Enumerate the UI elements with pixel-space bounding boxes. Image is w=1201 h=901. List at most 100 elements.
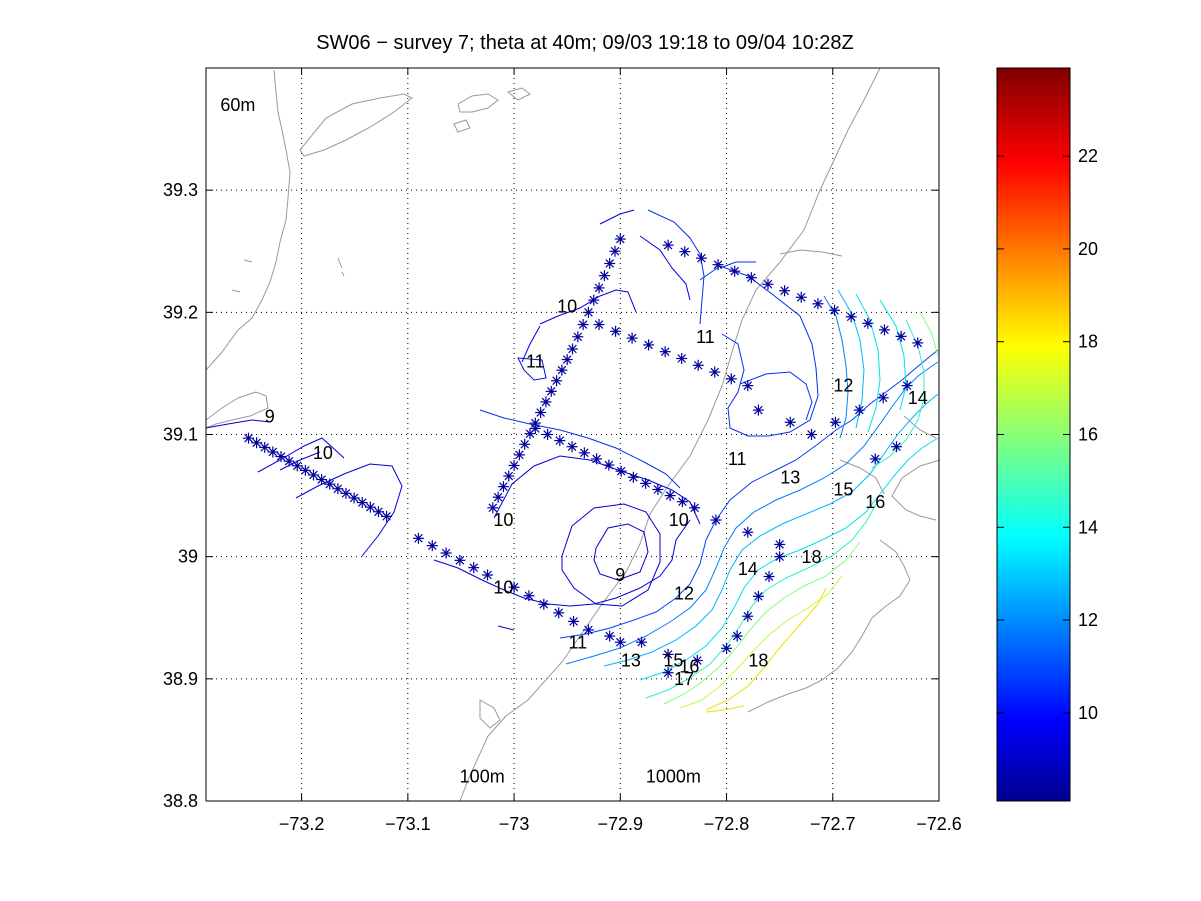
station-marker — [710, 514, 722, 526]
contour-11-north — [647, 209, 705, 325]
station-marker — [745, 272, 757, 284]
contour-10-crossing — [639, 235, 691, 301]
station-marker — [774, 538, 786, 550]
contour-14 — [639, 437, 939, 681]
station-marker — [609, 245, 621, 257]
contour-label: 16 — [865, 492, 885, 512]
station-marker — [652, 483, 664, 495]
contour-14-north — [855, 293, 881, 433]
station-marker — [529, 422, 541, 434]
x-tick-label: −73 — [499, 814, 530, 834]
y-tick-label: 39.2 — [163, 302, 198, 322]
station-marker — [895, 330, 907, 342]
station-marker — [487, 502, 499, 514]
contour-10-southwest — [433, 519, 691, 607]
station-marker — [568, 615, 580, 627]
station-marker — [779, 285, 791, 297]
station-marker — [251, 437, 263, 449]
shoal-b — [457, 93, 499, 113]
station-marker — [556, 364, 568, 376]
station-markers — [242, 233, 924, 679]
contour-label: 18 — [748, 651, 768, 671]
shoal-c — [506, 87, 531, 101]
station-marker — [554, 435, 566, 447]
contour-12-north — [823, 295, 849, 439]
contour-label: 11 — [696, 327, 715, 347]
station-marker — [845, 311, 857, 323]
contour-label: 11 — [568, 632, 587, 652]
station-marker — [762, 278, 774, 290]
station-marker — [508, 581, 520, 593]
grid-lines — [206, 68, 939, 801]
station-marker — [603, 459, 615, 471]
bathymetry-label: 100m — [460, 767, 505, 787]
contour-17 — [679, 575, 843, 709]
shoal-g — [779, 249, 843, 257]
y-tick-label: 38.8 — [163, 791, 198, 811]
contour-14-east — [879, 299, 907, 411]
plot-area — [206, 68, 939, 801]
station-marker — [774, 551, 786, 563]
station-marker — [588, 294, 600, 306]
temperature-contours — [205, 209, 939, 713]
contour-label: 9 — [265, 406, 275, 426]
x-tick-label: −72.9 — [598, 814, 644, 834]
contour-10-west-c — [279, 451, 321, 471]
contour-label: 10 — [493, 577, 513, 597]
station-marker — [763, 571, 775, 583]
station-marker — [291, 460, 303, 472]
station-marker — [307, 469, 319, 481]
station-marker — [535, 407, 547, 419]
station-marker — [519, 438, 531, 450]
contour-label: 12 — [833, 376, 853, 396]
y-axis: 38.8 38.9 39 39.1 39.2 39.3 — [163, 180, 939, 811]
station-marker — [901, 380, 913, 392]
station-marker — [545, 385, 557, 397]
station-marker — [567, 343, 578, 355]
contour-label: 14 — [908, 388, 928, 408]
station-marker — [604, 257, 616, 269]
station-marker — [731, 630, 743, 642]
station-marker — [497, 481, 509, 493]
station-marker — [316, 474, 328, 486]
station-marker — [742, 380, 754, 392]
contour-label: 13 — [780, 467, 800, 487]
colorbar-tick-label: 16 — [1078, 425, 1098, 445]
contour-label: 17 — [674, 669, 694, 689]
contour-13 — [603, 393, 939, 667]
station-marker — [614, 636, 626, 648]
station-marker — [676, 352, 688, 364]
station-marker — [538, 598, 550, 610]
station-marker — [662, 648, 674, 660]
station-marker — [709, 366, 721, 378]
shoal-d — [453, 119, 471, 133]
contour-9-west — [205, 419, 271, 429]
x-axis: −73.2 −73.1 −73 −72.9 −72.8 −72.7 −72.6 — [279, 68, 962, 834]
contour-label: 9 — [615, 565, 625, 585]
station-marker — [348, 492, 360, 504]
contour-label: 10 — [669, 510, 689, 530]
station-marker — [340, 487, 352, 499]
station-marker — [689, 502, 701, 514]
station-marker — [372, 506, 384, 518]
station-marker — [259, 441, 271, 453]
station-marker — [578, 447, 590, 459]
station-marker — [275, 451, 287, 463]
station-marker — [454, 554, 466, 566]
contour-18-tail — [705, 705, 745, 713]
station-marker — [725, 373, 737, 385]
contour-10-west-a — [257, 437, 345, 473]
contour-13-north — [837, 289, 865, 429]
contour-12 — [565, 361, 939, 665]
contour-10-upper — [599, 209, 635, 225]
station-marker — [412, 532, 424, 544]
station-marker — [691, 655, 703, 667]
station-marker — [729, 265, 741, 277]
station-marker — [664, 490, 676, 502]
station-marker — [593, 282, 605, 294]
station-marker — [572, 331, 584, 343]
station-marker — [364, 501, 376, 513]
contour-11-south — [559, 349, 939, 639]
station-marker — [551, 375, 563, 387]
contour-10-west-b — [295, 463, 403, 557]
